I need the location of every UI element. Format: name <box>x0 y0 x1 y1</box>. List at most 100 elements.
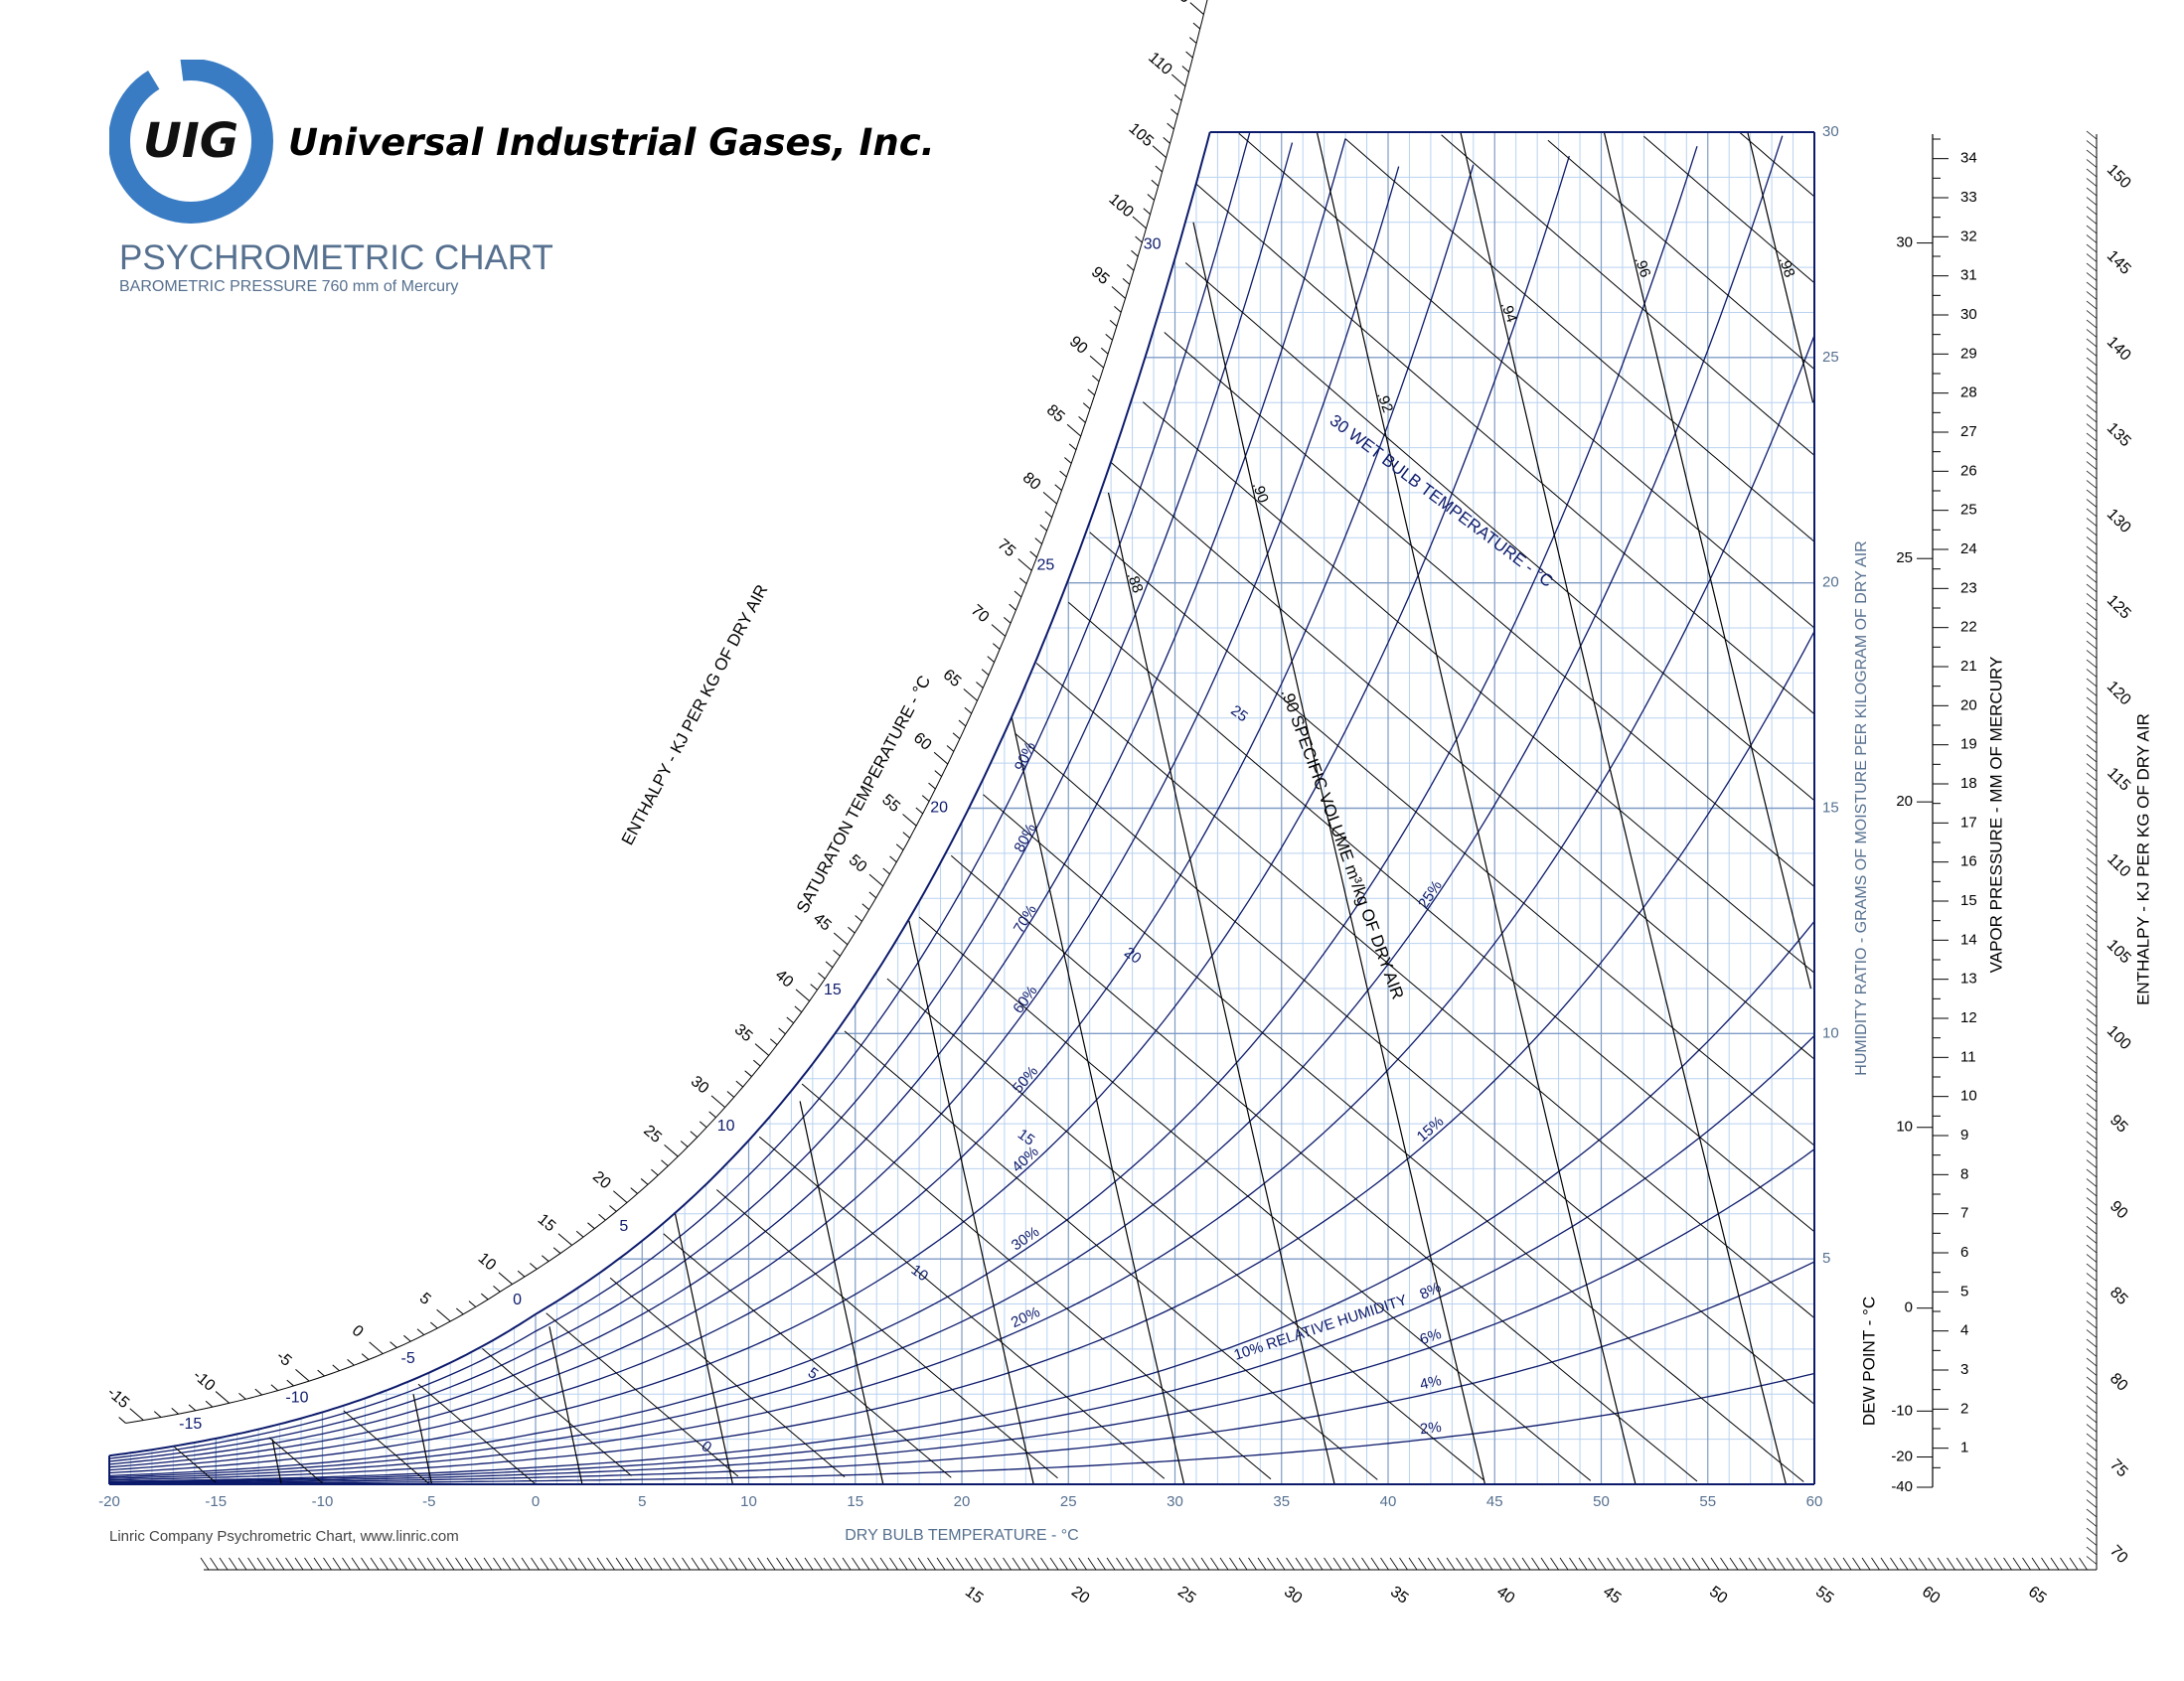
enthalpy-tick <box>823 1557 833 1571</box>
enthalpy-line <box>609 1277 846 1477</box>
enthalpy-tick <box>2086 216 2098 225</box>
enthalpy-tick <box>2086 310 2098 319</box>
enthalpy-tick <box>229 1557 237 1571</box>
enthalpy-tick <box>294 1557 304 1571</box>
enthalpy-tick <box>2086 480 2098 489</box>
enthalpy-tick <box>2086 1282 2098 1292</box>
enthalpy-line <box>1184 262 1815 802</box>
enthalpy-tick <box>2086 1055 2098 1065</box>
enthalpy-tick <box>701 1557 709 1571</box>
enthalpy-tick <box>2086 1433 2098 1443</box>
enthalpy-tick <box>436 1308 451 1322</box>
enthalpy-tick <box>974 1557 984 1571</box>
dry-bulb-tick-label: 25 <box>1060 1493 1077 1510</box>
enthalpy-tick <box>2086 281 2098 291</box>
enthalpy-tick <box>493 1285 501 1293</box>
enthalpy-tick <box>1191 1557 1200 1571</box>
enthalpy-tick <box>2086 1329 2098 1338</box>
enthalpy-tick <box>1550 1557 1559 1571</box>
dew-point-label: 30 <box>1896 234 1913 251</box>
enthalpy-tick <box>833 1557 842 1571</box>
enthalpy-tick <box>726 1091 735 1098</box>
enthalpy-tick <box>552 1247 561 1254</box>
rh-label: 10% RELATIVE HUMIDITY <box>1232 1292 1410 1364</box>
enthalpy-tick <box>794 1005 803 1013</box>
enthalpy-tick <box>902 814 917 827</box>
vapor-pressure-label: 19 <box>1960 736 1977 753</box>
enthalpy-left-label: 55 <box>878 792 903 817</box>
enthalpy-tick <box>1021 1557 1030 1571</box>
enthalpy-tick <box>587 1557 596 1571</box>
enthalpy-tick <box>1238 1557 1248 1571</box>
enthalpy-tick <box>958 719 967 727</box>
enthalpy-tick <box>672 1557 682 1571</box>
enthalpy-tick <box>1049 1557 1059 1571</box>
enthalpy-left-label: 20 <box>589 1168 614 1193</box>
enthalpy-tick <box>2086 1470 2098 1480</box>
enthalpy-tick <box>2086 1093 2098 1103</box>
enthalpy-tick <box>2086 1367 2098 1376</box>
enthalpy-tick <box>498 1272 513 1285</box>
enthalpy-tick <box>868 891 877 899</box>
enthalpy-tick <box>2086 923 2098 933</box>
enthalpy-tick <box>468 1300 477 1307</box>
enthalpy-tick <box>1152 145 1167 159</box>
enthalpy-right-label: 110 <box>2104 850 2133 880</box>
enthalpy-tick <box>1170 108 1178 116</box>
rh-curve <box>108 132 1251 1459</box>
enthalpy-tick <box>2086 130 2098 140</box>
enthalpy-line <box>758 1136 1166 1479</box>
enthalpy-tick <box>1871 1557 1880 1571</box>
enthalpy-tick <box>2086 1376 2098 1386</box>
enthalpy-tick <box>430 1321 438 1329</box>
enthalpy-tick <box>1131 249 1139 257</box>
enthalpy-tick <box>2086 499 2098 508</box>
enthalpy-tick <box>1531 1557 1540 1571</box>
vapor-pressure-label: 23 <box>1960 579 1977 596</box>
enthalpy-tick <box>2086 536 2098 545</box>
enthalpy-tick <box>2086 678 2098 688</box>
enthalpy-tick <box>1143 208 1151 216</box>
enthalpy-tick <box>1173 93 1182 101</box>
enthalpy-line <box>886 978 1484 1481</box>
enthalpy-tick <box>2060 1557 2069 1571</box>
enthalpy-tick <box>2086 1225 2098 1235</box>
enthalpy-tick <box>2079 1557 2088 1571</box>
enthalpy-line <box>1164 332 1815 887</box>
enthalpy-tick <box>708 1111 716 1119</box>
enthalpy-tick <box>1578 1557 1588 1571</box>
enthalpy-tick <box>1066 423 1082 437</box>
enthalpy-tick <box>1427 1557 1437 1571</box>
enthalpy-left-label: -15 <box>103 1384 132 1412</box>
enthalpy-tick <box>1512 1557 1521 1571</box>
enthalpy-tick <box>2086 791 2098 801</box>
specific-volume-line <box>1747 131 1814 403</box>
enthalpy-left-label: 65 <box>940 667 965 691</box>
enthalpy-tick <box>1710 1557 1720 1571</box>
rh-curve <box>108 138 1346 1465</box>
enthalpy-tick <box>1295 1557 1305 1571</box>
enthalpy-tick <box>814 1557 823 1571</box>
enthalpy-tick <box>2086 1300 2098 1310</box>
enthalpy-tick <box>946 1557 955 1571</box>
enthalpy-tick <box>445 1557 455 1571</box>
enthalpy-left-label: 35 <box>731 1021 756 1046</box>
enthalpy-bottom-label: 45 <box>1600 1584 1624 1607</box>
enthalpy-tick <box>2086 1405 2098 1414</box>
enthalpy-tick <box>1151 179 1159 187</box>
enthalpy-right-label: 85 <box>2106 1284 2131 1308</box>
enthalpy-tick <box>275 1557 285 1571</box>
logo-mark-text: UIG <box>143 113 238 169</box>
enthalpy-tick <box>754 1043 770 1056</box>
enthalpy-tick <box>455 1307 464 1315</box>
enthalpy-tick <box>2086 518 2098 527</box>
enthalpy-tick <box>1795 1557 1804 1571</box>
enthalpy-tick <box>317 1369 325 1377</box>
enthalpy-tick <box>129 1408 144 1421</box>
enthalpy-tick <box>1181 66 1189 73</box>
enthalpy-tick <box>2086 1131 2098 1141</box>
enthalpy-tick <box>598 1213 606 1221</box>
enthalpy-tick <box>1122 277 1131 285</box>
enthalpy-tick <box>568 1557 577 1571</box>
